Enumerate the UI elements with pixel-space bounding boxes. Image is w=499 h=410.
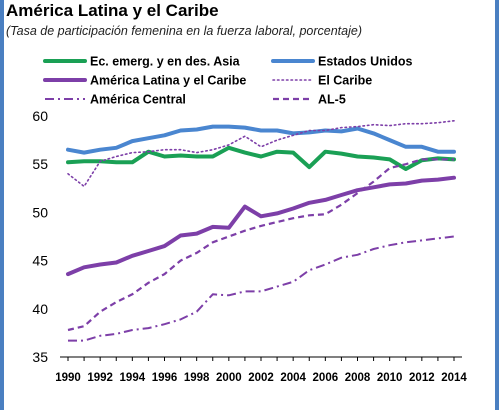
series-line-el-caribe: [67, 120, 455, 188]
chart-subtitle: (Tasa de participación femenina en la fu…: [6, 24, 362, 38]
series-lines: [66, 120, 456, 342]
series-line-ec-emerg-y-en-des-asia: [66, 145, 456, 171]
y-axis-ticks: 35 40 45 50 55 60: [32, 108, 48, 365]
legend-label-el-caribe: El Caribe: [318, 74, 372, 88]
x-tick-label: 2000: [216, 372, 242, 384]
y-tick-label: 55: [32, 156, 48, 172]
legend-label-estados-unidos: Estados Unidos: [318, 55, 413, 69]
x-tick-label: 2004: [280, 372, 306, 384]
x-tick-label: 1992: [87, 372, 113, 384]
x-tick-label: 2012: [409, 372, 435, 384]
x-tick-label: 2010: [377, 372, 403, 384]
x-tick-label: 2014: [441, 372, 467, 384]
legend-label-ec-emerg-y-en-des-asia: Ec. emerg. y en des. Asia: [90, 55, 241, 69]
legend: Ec. emerg. y en des. Asia Estados Unidos A…: [43, 55, 413, 107]
series-line-america-central: [68, 235, 455, 342]
series-line-estados-unidos: [66, 124, 456, 155]
legend-label-america-central: América Central: [90, 93, 186, 107]
x-tick-label: 2002: [248, 372, 274, 384]
y-tick-label: 45: [32, 253, 48, 269]
x-axis-ticks: 1990 1992 1994 1996 1998 2000 2002 2004 2006 2008…: [55, 357, 467, 384]
y-tick-label: 40: [32, 301, 48, 317]
legend-label-america-latina-y-el-caribe: América Latina y el Caribe: [90, 74, 246, 88]
x-tick-label: 1990: [55, 372, 81, 384]
x-tick-label: 1996: [152, 372, 178, 384]
x-tick-label: 1998: [184, 372, 210, 384]
x-tick-label: 2008: [345, 372, 371, 384]
legend-label-al-5: AL-5: [318, 93, 346, 107]
x-tick-label: 1994: [120, 372, 146, 384]
series-line-america-latina-y-el-caribe: [66, 175, 456, 277]
y-tick-label: 50: [32, 204, 48, 220]
series-line-al-5: [67, 158, 454, 332]
chart-title: América Latina y el Caribe: [6, 1, 219, 20]
x-tick-label: 2006: [313, 372, 339, 384]
y-tick-label: 35: [32, 349, 48, 365]
y-tick-label: 60: [32, 108, 48, 124]
